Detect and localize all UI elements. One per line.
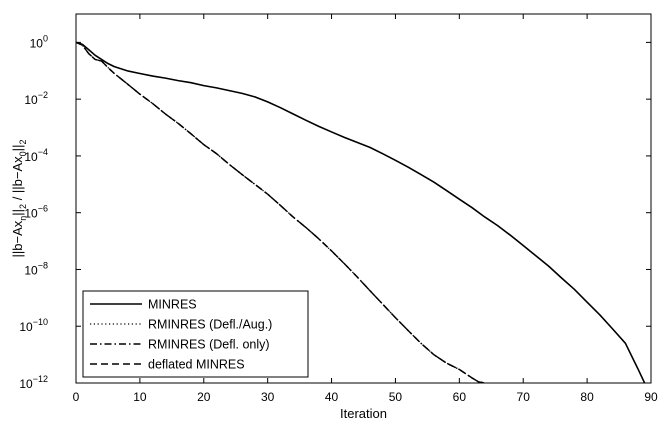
x-tick-label: 80 bbox=[580, 390, 594, 404]
y-tick-label: 10−10 bbox=[19, 317, 48, 334]
x-tick-label: 40 bbox=[325, 390, 339, 404]
y-axis-label: ||b−Axn||2 / ||b−Ax0||2 bbox=[10, 140, 28, 258]
tick-layer: 0 10 20 30 40 50 60 70 80 90 100 10−2 10−4 10−6 10−8 10… bbox=[19, 14, 658, 404]
x-tick-label: 60 bbox=[453, 390, 467, 404]
y-tick-label: 10−4 bbox=[24, 147, 48, 164]
plot-frame bbox=[75, 13, 652, 384]
y-tick-label: 100 bbox=[30, 33, 48, 50]
x-tick-label: 50 bbox=[389, 390, 403, 404]
y-tick-label: 10−6 bbox=[24, 204, 48, 221]
y-tick-label: 10−12 bbox=[19, 374, 48, 391]
legend-box bbox=[82, 290, 309, 378]
legend-label-2: RMINRES (Defl./Aug.) bbox=[148, 318, 272, 332]
series-line-1 bbox=[75, 41, 646, 384]
series-line-3 bbox=[75, 41, 486, 384]
legend-label-1: MINRES bbox=[148, 298, 197, 312]
series-layer bbox=[75, 41, 646, 384]
x-tick-label: 90 bbox=[644, 390, 658, 404]
x-tick-label: 20 bbox=[197, 390, 211, 404]
y-tick-label: 10−2 bbox=[24, 90, 48, 107]
x-tick-label: 30 bbox=[261, 390, 275, 404]
legend-label-4: deflated MINRES bbox=[148, 358, 245, 372]
x-axis-label: Iteration bbox=[340, 406, 387, 421]
legend: MINRES RMINRES (Defl./Aug.) RMINRES (Defl.… bbox=[82, 290, 309, 378]
y-tick-label: 10−8 bbox=[24, 260, 48, 277]
x-tick-label: 70 bbox=[517, 390, 531, 404]
x-tick-label: 0 bbox=[73, 390, 80, 404]
x-tick-label: 10 bbox=[133, 390, 147, 404]
legend-label-3: RMINRES (Defl. only) bbox=[148, 338, 270, 352]
series-line-4 bbox=[75, 41, 486, 384]
